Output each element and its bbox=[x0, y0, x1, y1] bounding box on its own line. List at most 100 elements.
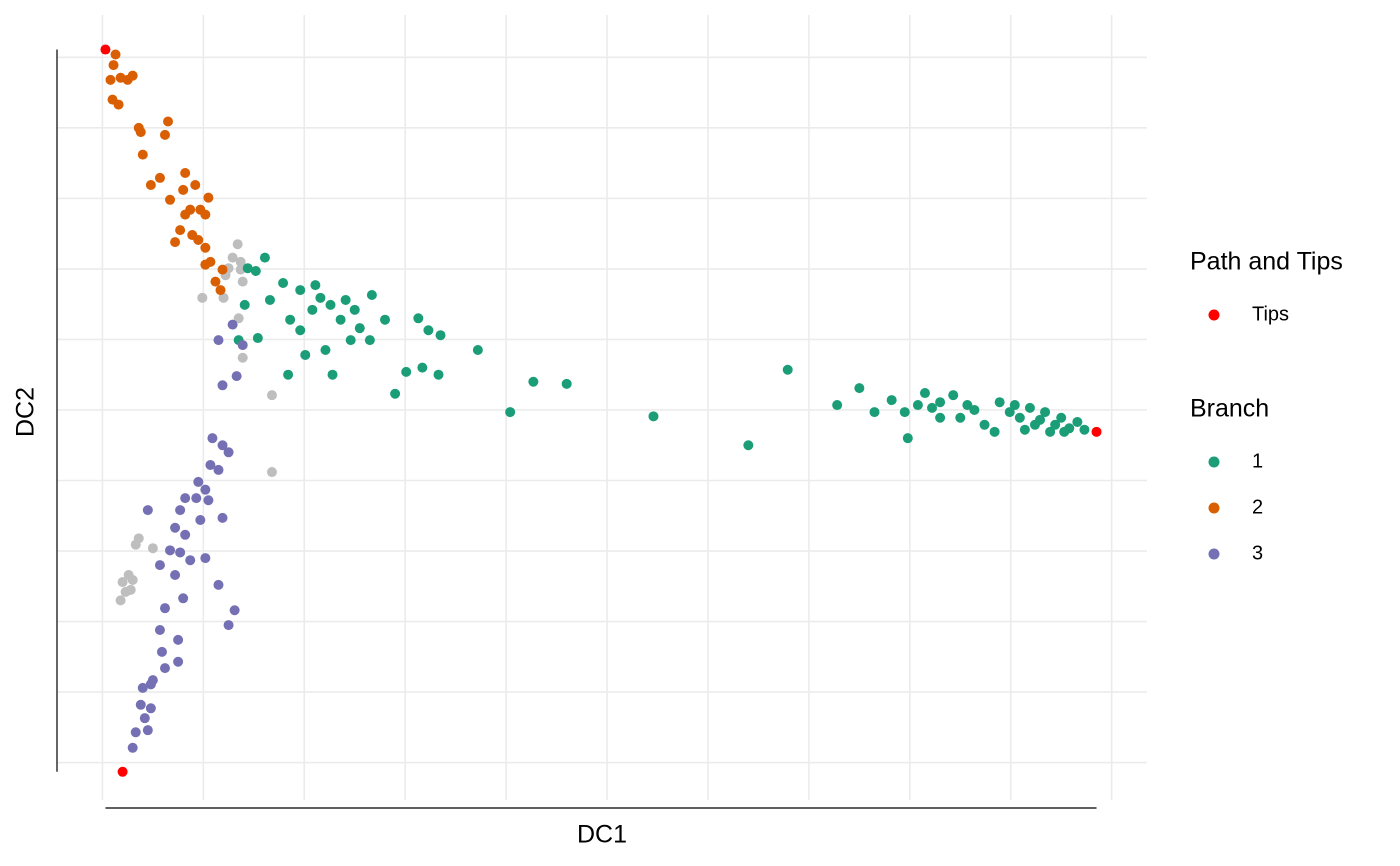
point bbox=[345, 335, 356, 346]
point bbox=[210, 276, 221, 287]
point bbox=[154, 625, 165, 636]
point bbox=[237, 276, 248, 287]
point bbox=[413, 313, 424, 324]
point bbox=[197, 292, 208, 303]
point bbox=[912, 400, 923, 411]
point bbox=[266, 390, 277, 401]
legend-title: Path and Tips bbox=[1190, 248, 1343, 276]
point bbox=[190, 179, 201, 190]
point bbox=[200, 259, 211, 270]
point bbox=[1004, 407, 1015, 418]
point bbox=[178, 184, 189, 195]
point bbox=[207, 433, 218, 444]
point bbox=[252, 333, 263, 344]
point bbox=[147, 543, 158, 554]
point bbox=[165, 194, 176, 205]
point bbox=[195, 514, 206, 525]
point bbox=[325, 299, 336, 310]
point bbox=[217, 380, 228, 391]
point bbox=[364, 335, 375, 346]
point bbox=[193, 234, 204, 245]
point bbox=[1072, 416, 1083, 427]
point bbox=[178, 593, 189, 604]
point bbox=[170, 522, 181, 533]
point bbox=[1024, 402, 1035, 413]
point bbox=[113, 99, 124, 110]
point bbox=[310, 280, 321, 291]
y-axis-title: DC2 bbox=[12, 387, 40, 437]
point bbox=[1029, 419, 1040, 430]
point bbox=[919, 388, 930, 399]
point bbox=[366, 290, 377, 301]
point bbox=[203, 192, 214, 203]
point bbox=[159, 663, 170, 674]
point bbox=[335, 314, 346, 325]
point bbox=[213, 464, 224, 475]
point bbox=[948, 390, 959, 401]
point bbox=[962, 400, 973, 411]
point bbox=[1091, 426, 1102, 437]
point bbox=[165, 545, 176, 556]
point bbox=[159, 603, 170, 614]
point bbox=[1014, 412, 1025, 423]
point bbox=[1040, 407, 1051, 418]
point bbox=[100, 44, 111, 55]
legend-label: Tips bbox=[1252, 303, 1289, 325]
point bbox=[115, 595, 126, 606]
point bbox=[217, 512, 228, 523]
point bbox=[561, 378, 572, 389]
point bbox=[105, 74, 116, 85]
point bbox=[229, 605, 240, 616]
point bbox=[156, 646, 167, 657]
point bbox=[200, 484, 211, 495]
point bbox=[127, 574, 138, 585]
point bbox=[218, 292, 229, 303]
point bbox=[110, 49, 121, 60]
grid bbox=[57, 15, 1147, 800]
point bbox=[139, 713, 150, 724]
point bbox=[423, 325, 434, 336]
point bbox=[902, 433, 913, 444]
point bbox=[854, 383, 865, 394]
point bbox=[170, 237, 181, 248]
point bbox=[300, 349, 311, 360]
point bbox=[232, 239, 243, 250]
point bbox=[227, 252, 238, 263]
point bbox=[1056, 412, 1067, 423]
point bbox=[145, 679, 156, 690]
point bbox=[159, 129, 170, 140]
point bbox=[180, 529, 191, 540]
point bbox=[295, 325, 306, 336]
point bbox=[154, 172, 165, 183]
point bbox=[969, 404, 980, 415]
point bbox=[1019, 424, 1030, 435]
legend: Path and Tips Tips Branch 1 2 3 bbox=[1190, 248, 1343, 565]
axes bbox=[56, 49, 1097, 809]
point bbox=[505, 407, 516, 418]
point bbox=[173, 656, 184, 667]
point bbox=[137, 682, 148, 693]
point bbox=[130, 727, 141, 738]
point bbox=[955, 412, 966, 423]
x-axis-title: DC1 bbox=[577, 821, 627, 849]
point bbox=[231, 371, 242, 382]
point bbox=[135, 127, 146, 138]
point bbox=[215, 285, 226, 296]
point bbox=[320, 345, 331, 356]
point bbox=[137, 149, 148, 160]
point bbox=[285, 314, 296, 325]
point bbox=[899, 407, 910, 418]
point bbox=[743, 440, 754, 451]
point bbox=[180, 209, 191, 220]
point bbox=[1009, 400, 1020, 411]
point bbox=[1079, 424, 1090, 435]
point bbox=[200, 553, 211, 564]
point bbox=[213, 579, 224, 590]
point bbox=[237, 340, 248, 351]
point bbox=[170, 570, 181, 581]
point bbox=[417, 362, 428, 373]
point bbox=[130, 539, 141, 550]
point bbox=[117, 766, 128, 777]
point bbox=[295, 285, 306, 296]
point bbox=[142, 505, 153, 516]
